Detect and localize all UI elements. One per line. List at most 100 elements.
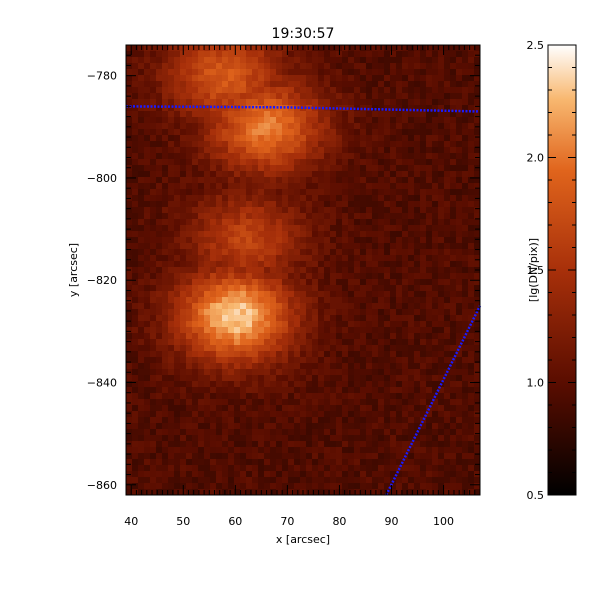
heatmap-cell: [342, 477, 348, 483]
heatmap-cell: [318, 141, 324, 147]
heatmap-cell: [426, 177, 432, 183]
heatmap-cell: [462, 417, 468, 423]
heatmap-cell: [300, 249, 306, 255]
heatmap-cell: [354, 471, 360, 477]
heatmap-cell: [318, 93, 324, 99]
heatmap-cell: [360, 309, 366, 315]
heatmap-cell: [330, 477, 336, 483]
heatmap-cell: [228, 393, 234, 399]
heatmap-cell: [174, 417, 180, 423]
heatmap-cell: [426, 411, 432, 417]
heatmap-cell: [180, 105, 186, 111]
heatmap-cell: [270, 447, 276, 453]
heatmap-cell: [288, 357, 294, 363]
heatmap-cell: [462, 363, 468, 369]
heatmap-cell: [402, 333, 408, 339]
heatmap-cell: [426, 279, 432, 285]
heatmap-cell: [324, 471, 330, 477]
heatmap-cell: [444, 123, 450, 129]
heatmap-cell: [444, 237, 450, 243]
heatmap-cell: [132, 201, 138, 207]
heatmap-cell: [276, 225, 282, 231]
heatmap-cell: [126, 249, 132, 255]
heatmap-cell: [192, 129, 198, 135]
heatmap-cell: [186, 435, 192, 441]
heatmap-cell: [294, 219, 300, 225]
heatmap-cell: [132, 93, 138, 99]
heatmap-cell: [258, 63, 264, 69]
heatmap-cell: [402, 219, 408, 225]
heatmap-cell: [126, 315, 132, 321]
heatmap-cell: [408, 423, 414, 429]
heatmap-cell: [228, 57, 234, 63]
heatmap-cell: [306, 153, 312, 159]
heatmap-cell: [462, 303, 468, 309]
heatmap-cell: [246, 243, 252, 249]
heatmap-cell: [450, 165, 456, 171]
heatmap-cell: [432, 363, 438, 369]
heatmap-cell: [162, 375, 168, 381]
heatmap-cell: [348, 327, 354, 333]
heatmap-cell: [240, 363, 246, 369]
heatmap-cell: [156, 207, 162, 213]
heatmap-cell: [294, 135, 300, 141]
heatmap-cell: [282, 171, 288, 177]
heatmap-cell: [468, 417, 474, 423]
overlay-line-1: [125, 105, 481, 113]
y-tick-label: −800: [87, 172, 117, 185]
heatmap-cell: [294, 465, 300, 471]
heatmap-cell: [426, 273, 432, 279]
heatmap-cell: [150, 399, 156, 405]
heatmap-cell: [402, 399, 408, 405]
heatmap-cell: [246, 261, 252, 267]
heatmap-cell: [192, 207, 198, 213]
heatmap-cell: [228, 147, 234, 153]
heatmap-cell: [318, 393, 324, 399]
heatmap-cell: [264, 237, 270, 243]
heatmap-cell: [348, 489, 354, 495]
heatmap-cell: [264, 129, 270, 135]
heatmap-cell: [258, 231, 264, 237]
heatmap-cell: [216, 123, 222, 129]
heatmap-cell: [246, 447, 252, 453]
heatmap-cell: [264, 411, 270, 417]
heatmap-cell: [228, 123, 234, 129]
heatmap-cell: [438, 81, 444, 87]
heatmap-cell: [288, 201, 294, 207]
heatmap-cell: [240, 327, 246, 333]
heatmap-cell: [240, 309, 246, 315]
heatmap-cell: [132, 135, 138, 141]
heatmap-cell: [198, 399, 204, 405]
heatmap-cell: [402, 51, 408, 57]
heatmap-cell: [156, 477, 162, 483]
heatmap-cell: [348, 375, 354, 381]
heatmap-cell: [174, 459, 180, 465]
heatmap-cell: [336, 219, 342, 225]
heatmap-cell: [294, 471, 300, 477]
heatmap-cell: [396, 459, 402, 465]
heatmap-cell: [456, 435, 462, 441]
heatmap-cell: [132, 351, 138, 357]
heatmap-cell: [426, 75, 432, 81]
heatmap-cell: [138, 111, 144, 117]
heatmap-cell: [288, 345, 294, 351]
heatmap-cell: [186, 135, 192, 141]
heatmap-cell: [306, 117, 312, 123]
heatmap-cell: [420, 189, 426, 195]
heatmap-cell: [150, 459, 156, 465]
heatmap-cell: [240, 489, 246, 495]
heatmap-cell: [420, 117, 426, 123]
heatmap-cell: [402, 441, 408, 447]
heatmap-cell: [330, 243, 336, 249]
heatmap-cell: [264, 135, 270, 141]
heatmap-cell: [444, 129, 450, 135]
heatmap-cell: [264, 261, 270, 267]
heatmap-cell: [366, 429, 372, 435]
heatmap-cell: [276, 57, 282, 63]
heatmap-cell: [342, 273, 348, 279]
heatmap-cell: [420, 171, 426, 177]
heatmap-cell: [342, 69, 348, 75]
heatmap-cell: [288, 153, 294, 159]
heatmap-cell: [294, 489, 300, 495]
heatmap-cell: [432, 249, 438, 255]
